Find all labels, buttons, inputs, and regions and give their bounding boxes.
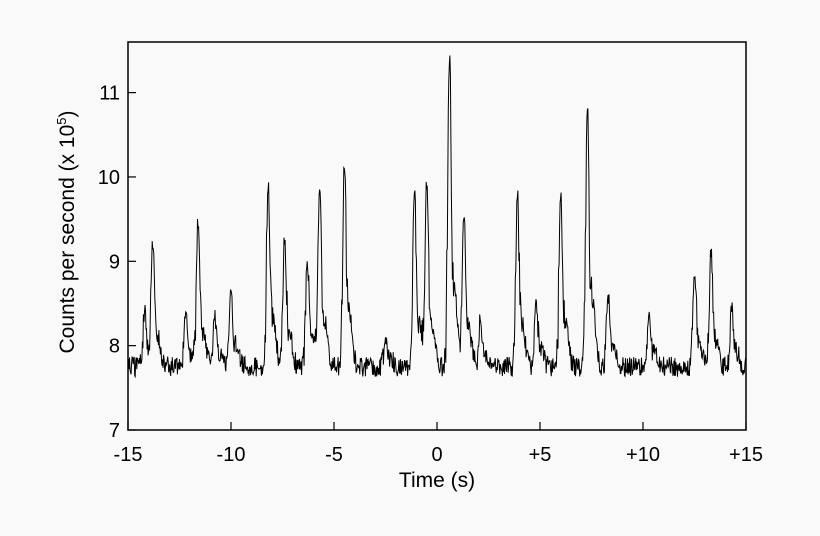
x-tick-label: -5: [325, 444, 343, 466]
x-tick-label: +5: [529, 444, 552, 466]
x-tick-label: -15: [114, 444, 143, 466]
y-tick-label: 11: [99, 83, 120, 105]
y-axis-label-close: ): [56, 110, 79, 117]
y-tick-label: 10: [98, 167, 120, 189]
y-tick-label: 8: [109, 336, 120, 358]
x-tick-label: +10: [626, 444, 660, 466]
y-axis-label: Counts per second (x 105): [54, 110, 79, 353]
y-axis-label-exponent: 5: [54, 117, 69, 124]
y-axis-label-main: Counts per second (x 10: [56, 125, 79, 354]
y-axis: 7 8 9 10 11: [98, 83, 136, 442]
y-tick-label: 7: [109, 420, 120, 442]
x-axis-label: Time (s): [399, 469, 475, 492]
y-tick-label: 9: [109, 251, 120, 273]
x-axis: -15 -10 -5 0 +5 +10 +15: [114, 422, 763, 466]
x-tick-label: -10: [217, 444, 246, 466]
x-tick-label: 0: [431, 444, 442, 466]
series-line: [127, 55, 747, 379]
x-tick-label: +15: [729, 444, 763, 466]
plot-frame: [127, 41, 747, 431]
